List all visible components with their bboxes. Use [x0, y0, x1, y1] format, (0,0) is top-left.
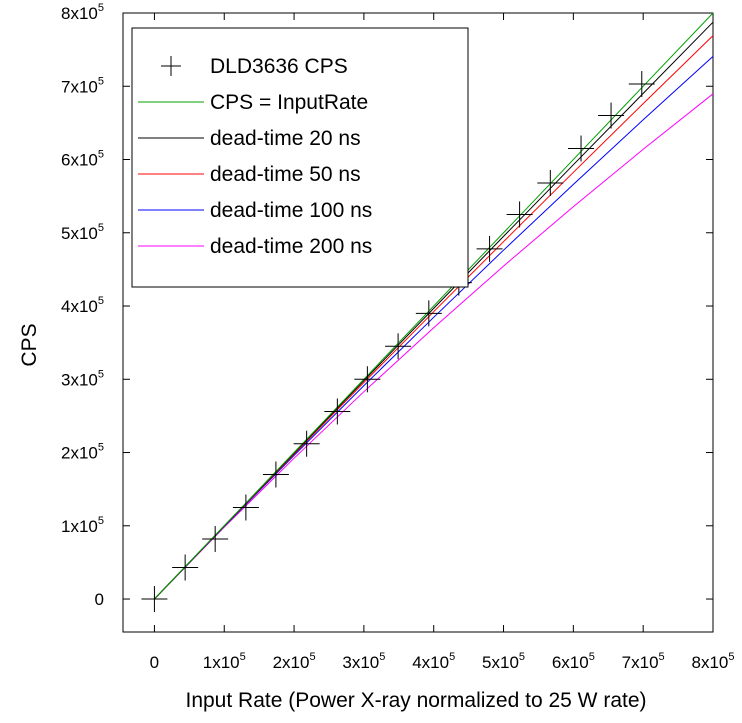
y-tick-label-base: 8x10	[61, 4, 98, 23]
series-line-1	[154, 12, 714, 600]
plot-frame	[122, 12, 714, 633]
y-tick-label: 7x105	[61, 75, 104, 96]
y-tick-label-exponent: 5	[98, 295, 104, 307]
x-tick-label-exponent: 5	[589, 651, 595, 663]
x-tick-label: 6x105	[552, 651, 595, 672]
y-tick-label-base: 5x10	[61, 224, 98, 243]
x-tick-label-base: 3x10	[342, 653, 379, 672]
y-tick-label-exponent: 5	[98, 75, 104, 87]
data-point-marker	[506, 201, 533, 228]
x-tick-label: 0	[150, 653, 159, 672]
y-tick-label: 8x105	[61, 2, 104, 23]
y-tick-label-base: 2x10	[61, 444, 98, 463]
y-tick-label-base: 4x10	[61, 297, 98, 316]
x-tick-label-exponent: 5	[379, 651, 385, 663]
y-tick-label-exponent: 5	[98, 442, 104, 454]
x-tick-label-exponent: 5	[659, 651, 665, 663]
x-tick-label: 3x105	[342, 651, 385, 672]
data-point-marker	[293, 430, 320, 457]
x-tick-label-exponent: 5	[240, 651, 246, 663]
x-tick-label-base: 6x10	[552, 653, 589, 672]
x-tick-label: 8x105	[692, 651, 735, 672]
data-point-marker	[476, 235, 503, 262]
y-tick-label-exponent: 5	[98, 222, 104, 234]
data-point-marker	[324, 398, 351, 425]
legend-label-2: dead-time 20 ns	[210, 127, 361, 150]
y-axis-title: CPS	[18, 323, 41, 366]
x-tick-label-exponent: 5	[519, 651, 525, 663]
x-axis-ticks: 0 1x105 2x105 3x105 4x105 5x105 6x105 7x105 8x10…	[150, 13, 735, 672]
data-point-marker	[415, 300, 442, 327]
series-line-5	[154, 93, 714, 600]
x-tick-label-exponent: 5	[728, 651, 734, 663]
y-tick-label-base: 1x10	[61, 517, 98, 536]
y-tick-label-exponent: 5	[98, 2, 104, 14]
x-tick-label-base: 2x10	[273, 653, 310, 672]
y-axis-ticks: 01x1052x1053x1054x1055x1056x1057x1058x10…	[61, 2, 713, 609]
data-point-marker	[141, 586, 168, 613]
data-point-marker	[598, 102, 625, 129]
x-tick-label-base: 4x10	[412, 653, 449, 672]
x-tick-label-base: 1x10	[203, 653, 240, 672]
y-tick-label-exponent: 5	[98, 515, 104, 527]
x-tick-label: 1x105	[203, 651, 246, 672]
x-tick-label-base: 8x10	[692, 653, 729, 672]
x-tick-label: 4x105	[412, 651, 455, 672]
data-point-marker	[354, 366, 381, 393]
y-tick-label-exponent: 5	[98, 149, 104, 161]
x-tick-label-base: 5x10	[482, 653, 519, 672]
y-tick-label: 0	[95, 590, 104, 609]
y-tick-label: 1x105	[61, 515, 104, 536]
data-point-marker	[262, 461, 289, 488]
legend-label-0: DLD3636 CPS	[210, 55, 348, 78]
data-point-marker	[568, 135, 595, 162]
y-tick-label: 3x105	[61, 368, 104, 389]
x-tick-label: 5x105	[482, 651, 525, 672]
series-line-4	[154, 56, 714, 600]
y-tick-label: 5x105	[61, 222, 104, 243]
x-tick-label: 7x105	[622, 651, 665, 672]
data-point-marker	[628, 71, 655, 98]
y-tick-label-base: 3x10	[61, 370, 98, 389]
x-axis-title: Input Rate (Power X-ray normalized to 25…	[185, 689, 646, 712]
y-tick-label: 6x105	[61, 149, 104, 170]
x-tick-label-exponent: 5	[449, 651, 455, 663]
y-tick-label: 2x105	[61, 442, 104, 463]
y-tick-label: 4x105	[61, 295, 104, 316]
x-tick-label-base: 0	[150, 653, 159, 672]
series-layer	[141, 12, 714, 613]
x-tick-label-base: 7x10	[622, 653, 659, 672]
y-tick-label-base: 0	[95, 590, 104, 609]
y-tick-label-base: 6x10	[61, 151, 98, 170]
data-point-marker	[202, 525, 229, 552]
legend-label-1: CPS = InputRate	[210, 91, 368, 114]
data-point-marker	[385, 333, 412, 360]
y-tick-label-base: 7x10	[61, 77, 98, 96]
y-tick-label-exponent: 5	[98, 368, 104, 380]
data-point-marker	[232, 494, 259, 521]
legend-label-4: dead-time 100 ns	[210, 199, 372, 222]
data-point-marker	[172, 554, 199, 581]
data-point-marker	[537, 169, 564, 196]
legend-label-3: dead-time 50 ns	[210, 163, 361, 186]
x-tick-label-exponent: 5	[309, 651, 315, 663]
legend-label-5: dead-time 200 ns	[210, 235, 372, 258]
x-tick-label: 2x105	[273, 651, 316, 672]
legend-box	[131, 27, 469, 288]
legend: DLD3636 CPS CPS = InputRate dead-time 20 n…	[131, 27, 469, 288]
